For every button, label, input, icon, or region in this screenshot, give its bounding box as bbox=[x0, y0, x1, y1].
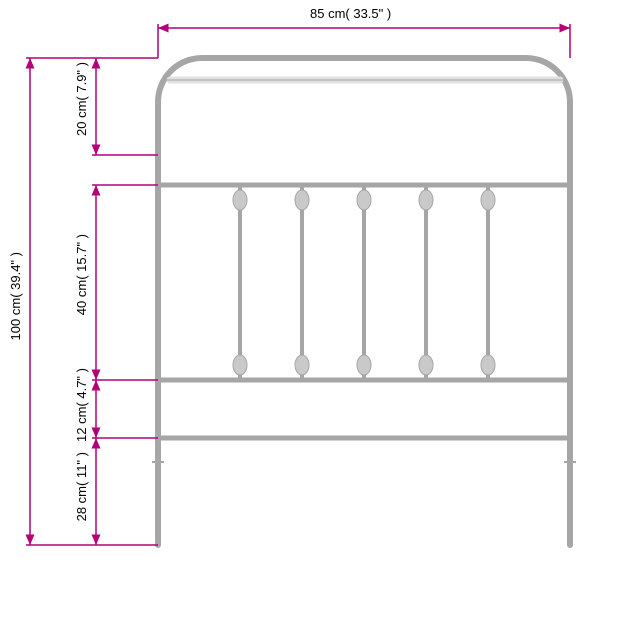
dim-total-label: 100 cm( 39.4" ) bbox=[8, 252, 23, 340]
dimension-lines bbox=[0, 0, 620, 620]
dim-seg1-label: 20 cm( 7.9" ) bbox=[74, 62, 89, 136]
diagram-canvas: 85 cm( 33.5" ) 100 cm( 39.4" ) 20 cm( 7.… bbox=[0, 0, 620, 620]
dim-top-label: 85 cm( 33.5" ) bbox=[310, 6, 391, 21]
dim-seg3-label: 12 cm( 4.7" ) bbox=[74, 368, 89, 442]
dim-seg2-label: 40 cm( 15.7" ) bbox=[74, 234, 89, 315]
dim-seg4-label: 28 cm( 11" ) bbox=[74, 452, 89, 521]
